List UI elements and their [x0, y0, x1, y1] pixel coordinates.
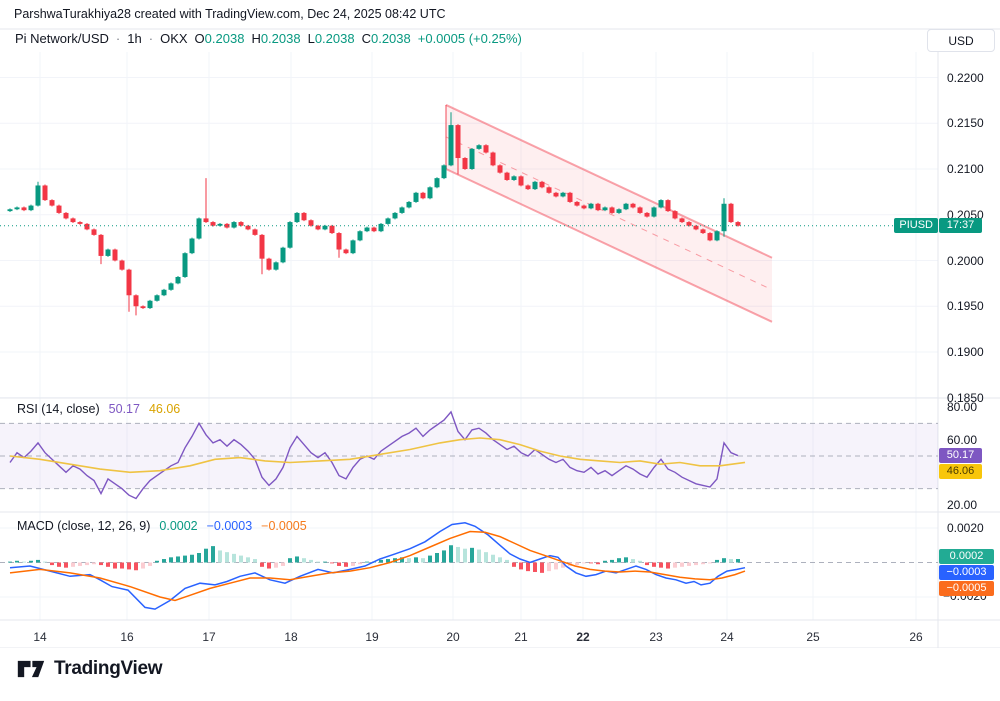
ohlc-high: H0.2038	[251, 31, 301, 46]
bar-countdown-badge: 17:37	[939, 218, 982, 233]
separator-dot: ·	[115, 31, 121, 46]
price-axis-label: 0.2000	[947, 253, 984, 268]
macd-line-badge: −0.0003	[939, 565, 994, 580]
macd-title[interactable]: MACD (close, 12, 26, 9)	[17, 519, 151, 533]
time-tick-label: 24	[720, 630, 734, 644]
price-axis-label: 0.2100	[947, 162, 984, 176]
price-axis-label: 0.1850	[947, 390, 984, 405]
rsi-axis-label: 80.00	[947, 400, 978, 414]
rsi-axis-label: 20.00	[947, 497, 978, 512]
rsi-line	[9, 410, 739, 500]
exchange-label[interactable]: OKX	[160, 31, 188, 46]
rsi-ma-value: 46.06	[148, 402, 181, 416]
current-price-symbol-badge: PIUSD	[894, 218, 938, 233]
candles[interactable]	[7, 112, 741, 316]
time-tick-label: 16	[120, 630, 134, 644]
ohlc-close: C0.2038	[361, 31, 411, 46]
price-axis-label: 0.2200	[947, 70, 984, 85]
ohlc-low: L0.2038	[307, 31, 355, 46]
attribution-text: ParshwaTurakhiya28 created with TradingV…	[14, 7, 446, 21]
time-tick-label: 26	[909, 630, 923, 644]
macd-axis-top-label: 0.0020	[947, 521, 984, 535]
macd-signal-badge: −0.0005	[939, 581, 994, 596]
time-tick-label: 18	[284, 630, 298, 644]
time-tick-label: 25	[806, 630, 820, 644]
rsi-value-badge: 50.17	[939, 448, 982, 463]
price-axis-label: 0.2150	[947, 116, 984, 131]
rsi-ma-value-badge: 46.06	[939, 464, 982, 479]
chart-canvas[interactable]	[0, 0, 1000, 648]
currency-toggle-button[interactable]: USD	[927, 29, 995, 52]
macd-signal-line	[9, 530, 746, 602]
pane-separators	[0, 28, 1000, 648]
macd-indicator-header: MACD (close, 12, 26, 9) 0.0002 −0.0003 −…	[17, 519, 307, 533]
timeframe-label[interactable]: 1h	[127, 31, 142, 46]
time-tick-label: 14	[33, 630, 47, 644]
price-axis-label: 0.1900	[947, 345, 984, 359]
time-tick-label: 21	[514, 630, 528, 644]
rsi-ma-line	[9, 437, 746, 474]
tradingview-logo-text: TradingView	[54, 658, 163, 679]
macd-line	[9, 522, 746, 610]
time-tick-label: 19	[365, 630, 379, 644]
macd-signal-value: −0.0005	[261, 519, 307, 533]
time-tick-label: 22	[576, 630, 590, 644]
tradingview-logo-icon	[17, 660, 45, 678]
price-change: +0.0005 (+0.25%)	[417, 31, 522, 46]
symbol-name[interactable]: Pi Network/USD	[15, 31, 109, 46]
symbol-info-row: Pi Network/USD · 1h · OKX O0.2038 H0.203…	[15, 31, 522, 46]
ohlc-open: O0.2038	[194, 31, 245, 46]
macd-hist-value: 0.0002	[159, 519, 198, 533]
time-tick-label: 23	[649, 630, 663, 644]
rsi-axis-label: 60.00	[947, 432, 978, 447]
rsi-value: 50.17	[108, 402, 140, 416]
macd-histogram	[8, 545, 740, 573]
time-axis[interactable]: 14 16 17 18 19 20 21 22 23 24 25 26	[0, 630, 938, 650]
rsi-title[interactable]: RSI (14, close)	[17, 402, 100, 416]
price-axis[interactable]	[938, 52, 1000, 620]
time-tick-label: 20	[446, 630, 460, 644]
time-tick-label: 17	[202, 630, 216, 644]
macd-line-value: −0.0003	[206, 519, 253, 533]
separator-dot: ·	[148, 31, 154, 46]
tradingview-logo[interactable]: TradingView	[16, 657, 163, 681]
macd-hist-badge: 0.0002	[939, 549, 994, 564]
price-axis-label: 0.1950	[947, 299, 984, 314]
rsi-indicator-header: RSI (14, close) 50.17 46.06	[17, 402, 180, 416]
